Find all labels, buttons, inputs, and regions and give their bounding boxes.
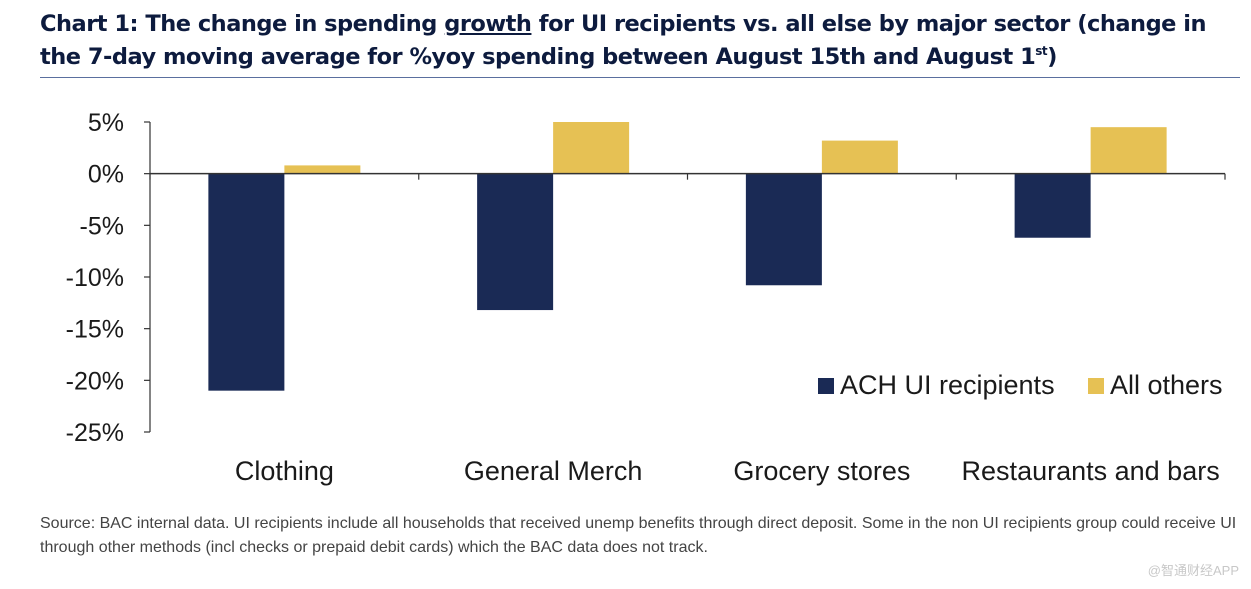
- x-category-label: Restaurants and bars: [962, 456, 1220, 486]
- source-note: Source: BAC internal data. UI recipients…: [40, 515, 1237, 556]
- bar-ach-ui-recipients-clothing: [208, 173, 285, 391]
- y-tick-label: 0%: [88, 161, 124, 189]
- legend-swatch-ach-ui-recipients: [818, 378, 834, 394]
- title-part-2: for UI recipients vs. all else by major …: [40, 11, 1207, 70]
- title-superscript: st: [1035, 44, 1048, 58]
- y-tick-label: -20%: [66, 367, 124, 395]
- y-tick-label: 5%: [88, 109, 124, 137]
- y-tick-label: -5%: [80, 212, 124, 240]
- bar-all-others-restaurants-and-bars: [1090, 127, 1167, 174]
- bar-chart: 5% 0% -5% -10% -15% -20% -25% Clothing General M…: [66, 109, 1226, 486]
- y-tick-label: -15%: [66, 316, 124, 344]
- bar-all-others-clothing: [284, 165, 361, 174]
- bar-all-others-general-merch: [553, 122, 630, 174]
- bar-ach-ui-recipients-restaurants-and-bars: [1014, 173, 1091, 238]
- bar-ach-ui-recipients-grocery-stores: [745, 173, 822, 286]
- legend-label-all-others: All others: [1110, 370, 1223, 400]
- chart-title: Chart 1: The change in spending growth f…: [40, 8, 1240, 74]
- title-part-1: Chart 1: The change in spending: [40, 11, 445, 37]
- x-category-label: Grocery stores: [733, 456, 910, 486]
- title-underlined-word: growth: [444, 11, 532, 37]
- bar-ach-ui-recipients-general-merch: [477, 173, 554, 311]
- watermark: @智通财经APP: [1147, 563, 1239, 578]
- title-divider: [40, 77, 1240, 78]
- title-part-3: ): [1047, 44, 1057, 70]
- legend-swatch-all-others: [1088, 378, 1104, 394]
- legend-label-ach-ui-recipients: ACH UI recipients: [840, 370, 1055, 400]
- y-tick-label: -25%: [66, 419, 124, 447]
- x-category-label: Clothing: [235, 456, 334, 486]
- bar-all-others-grocery-stores: [821, 140, 898, 174]
- x-category-label: General Merch: [464, 456, 643, 486]
- y-tick-label: -10%: [66, 264, 124, 292]
